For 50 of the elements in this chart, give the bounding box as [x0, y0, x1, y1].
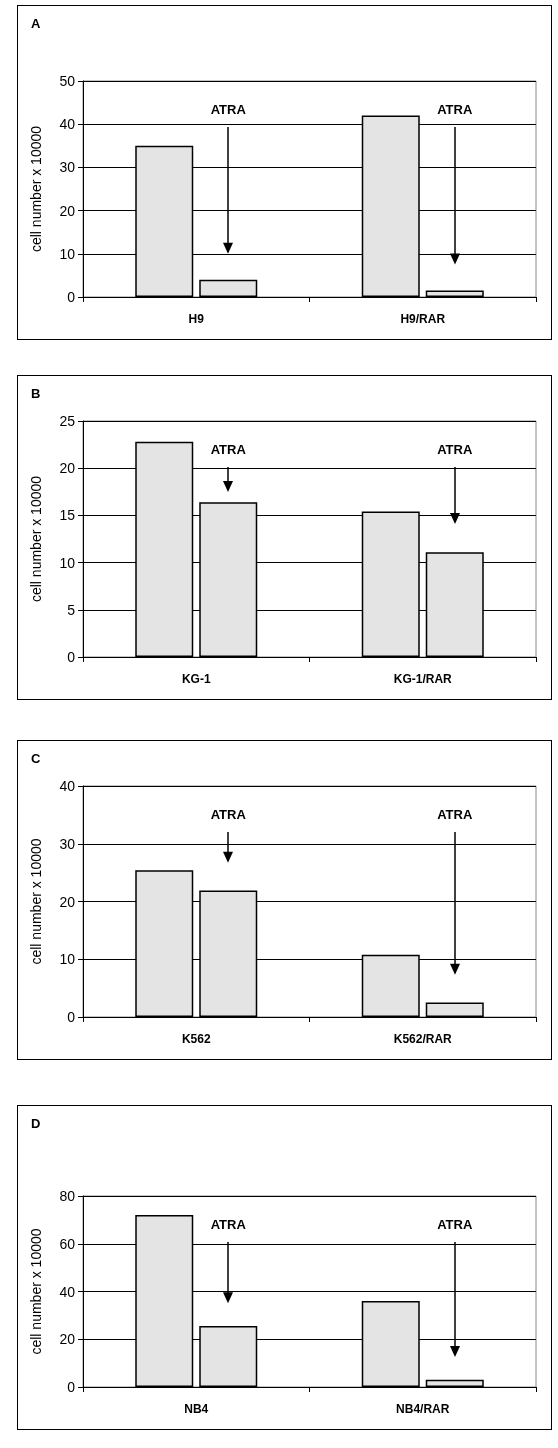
y-tick-label: 0: [67, 289, 76, 305]
x-tick-label: H9: [188, 312, 205, 326]
y-tick-label: 20: [59, 1331, 76, 1348]
y-tick-label: 60: [59, 1235, 76, 1252]
y-tick-label: 20: [59, 893, 76, 910]
y-axis-title: cell number x 10000: [28, 125, 44, 253]
chart-title: A: [31, 16, 41, 31]
x-tick-label: K562/RAR: [393, 1032, 453, 1046]
y-axis-title: cell number x 10000: [28, 838, 44, 965]
y-tick-label: 10: [59, 951, 76, 968]
y-tick-label: 50: [59, 73, 76, 89]
x-tick-label: NB4/RAR: [396, 1402, 450, 1416]
y-tick-label: 20: [59, 202, 76, 219]
annotation: ATRA: [437, 1216, 473, 1232]
y-tick-label: 0: [67, 649, 76, 665]
x-tick-label: KG-1/RAR: [393, 672, 453, 686]
y-tick-label: 40: [59, 1283, 76, 1300]
y-tick-label: 20: [59, 460, 76, 477]
bar: [425, 1002, 484, 1017]
bar: [199, 279, 258, 297]
y-tick-label: 40: [59, 116, 76, 133]
chart-title: D: [31, 1116, 41, 1131]
annotation: ATRA: [437, 806, 473, 822]
x-tick-label: H9/RAR: [400, 312, 446, 326]
bar: [425, 1379, 484, 1387]
x-tick-label: KG-1: [181, 672, 211, 686]
y-tick-label: 40: [59, 778, 76, 794]
x-tick-label: NB4: [184, 1402, 209, 1416]
y-tick-label: 30: [59, 159, 76, 176]
y-axis-title: cell number x 10000: [28, 475, 44, 603]
y-tick-label: 5: [67, 601, 76, 618]
x-tick-label: K562: [181, 1032, 211, 1046]
y-axis-title: cell number x 10000: [28, 1228, 44, 1355]
annotation: ATRA: [210, 441, 247, 457]
y-tick-label: 10: [59, 245, 76, 262]
y-tick-label: 0: [67, 1379, 76, 1395]
y-tick-label: 80: [59, 1188, 76, 1204]
y-tick-label: 0: [67, 1009, 76, 1025]
annotation: ATRA: [210, 1216, 247, 1232]
annotation: ATRA: [437, 101, 473, 117]
annotation: ATRA: [210, 806, 247, 822]
y-tick-label: 25: [59, 413, 76, 429]
annotation: ATRA: [210, 101, 247, 117]
chart-title: B: [31, 386, 41, 401]
y-tick-label: 30: [59, 835, 76, 852]
y-tick-label: 10: [59, 554, 76, 571]
chart-title: C: [31, 751, 41, 766]
bar: [425, 290, 484, 297]
annotation: ATRA: [437, 441, 473, 457]
y-tick-label: 15: [59, 507, 76, 524]
